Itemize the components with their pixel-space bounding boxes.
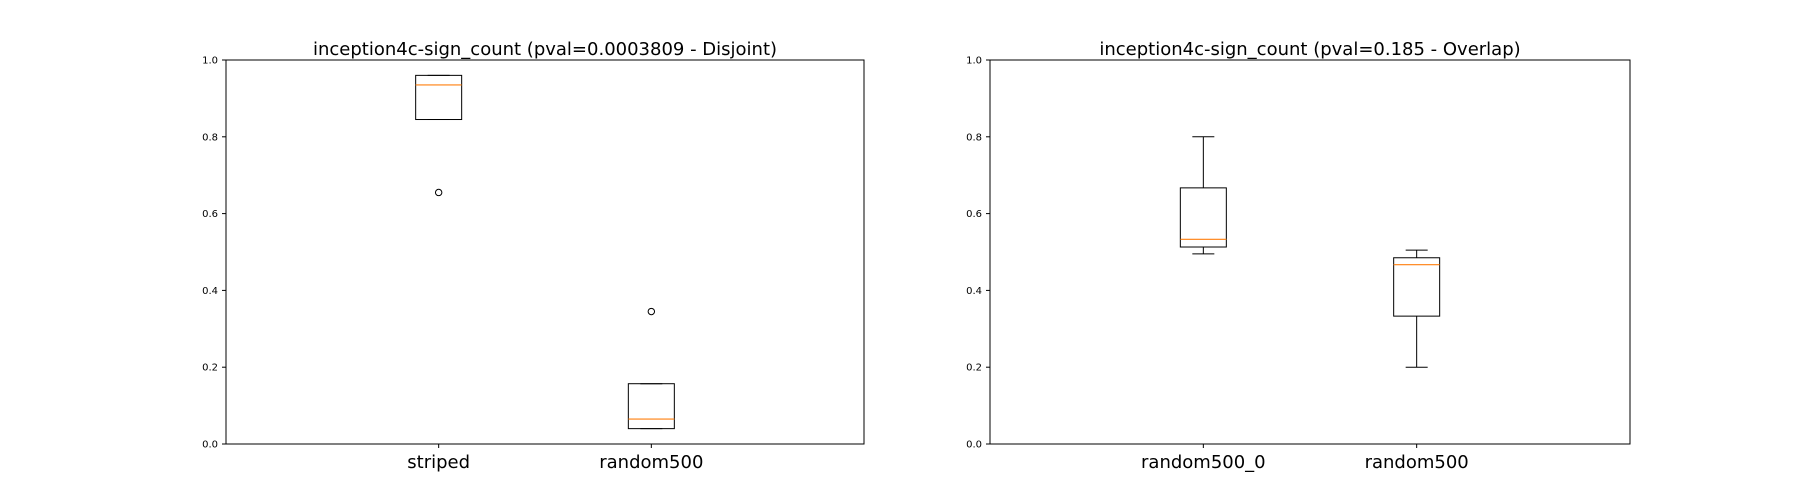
flier-point	[647, 307, 656, 316]
x-tick-label: random500	[1365, 452, 1469, 473]
y-tick-label: 0.4	[202, 286, 218, 297]
chart-right-boxplot: inception4c-sign_count (pval=0.185 - Ove…	[966, 39, 1631, 473]
x-tick-label: random500	[599, 452, 703, 473]
y-tick-label: 0.2	[202, 363, 218, 374]
flier-point	[434, 188, 443, 197]
x-tick-label: striped	[407, 452, 470, 473]
y-tick-label: 0.8	[966, 132, 982, 143]
chart-title: inception4c-sign_count (pval=0.185 - Ove…	[1099, 39, 1520, 60]
chart-title: inception4c-sign_count (pval=0.0003809 -…	[313, 39, 777, 60]
box-body	[627, 383, 675, 430]
y-tick-label: 0.8	[202, 132, 218, 143]
box-body	[415, 74, 463, 121]
y-tick-label: 0.6	[966, 209, 982, 220]
plot-frame	[989, 59, 1631, 445]
x-tick-label: random500_0	[1141, 452, 1266, 473]
box-random500	[1393, 249, 1441, 368]
plot-frame	[225, 59, 865, 445]
box-striped	[415, 74, 463, 197]
box-random500	[627, 307, 675, 430]
y-tick-label: 0.6	[202, 209, 218, 220]
chart-left-boxplot: inception4c-sign_count (pval=0.0003809 -…	[202, 39, 865, 473]
y-tick-label: 1.0	[202, 56, 218, 67]
box-random500_0	[1179, 136, 1227, 255]
box-body	[1179, 187, 1227, 248]
y-tick-label: 1.0	[966, 56, 982, 67]
y-tick-label: 0.2	[966, 363, 982, 374]
y-tick-label: 0.0	[202, 440, 218, 451]
y-tick-label: 0.0	[966, 440, 982, 451]
box-body	[1393, 257, 1441, 317]
y-tick-label: 0.4	[966, 286, 982, 297]
